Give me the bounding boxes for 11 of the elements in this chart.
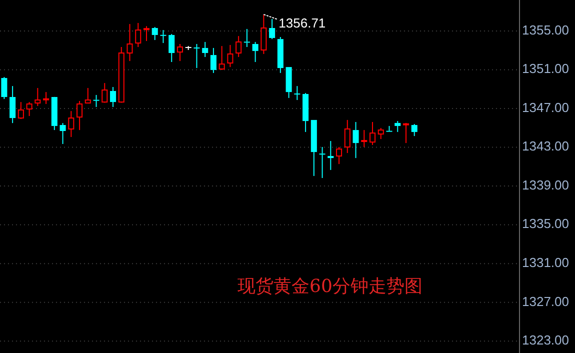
y-tick-label: 1339.00 xyxy=(522,177,569,192)
y-tick-label: 1351.00 xyxy=(522,61,569,76)
y-tick-label: 1347.00 xyxy=(522,100,569,115)
text: 现货黄金60分钟走势图 xyxy=(238,276,422,297)
y-tick-label: 1335.00 xyxy=(522,216,569,232)
y-tick-label: 1323.00 xyxy=(522,332,569,348)
y-tick-label: 1343.00 xyxy=(522,138,569,154)
y-tick-label: 1331.00 xyxy=(522,255,569,270)
annotation: 1356.71 xyxy=(278,15,326,30)
y-tick-label: 1355.00 xyxy=(522,22,569,38)
y-tick-label: 1327.00 xyxy=(522,294,569,309)
